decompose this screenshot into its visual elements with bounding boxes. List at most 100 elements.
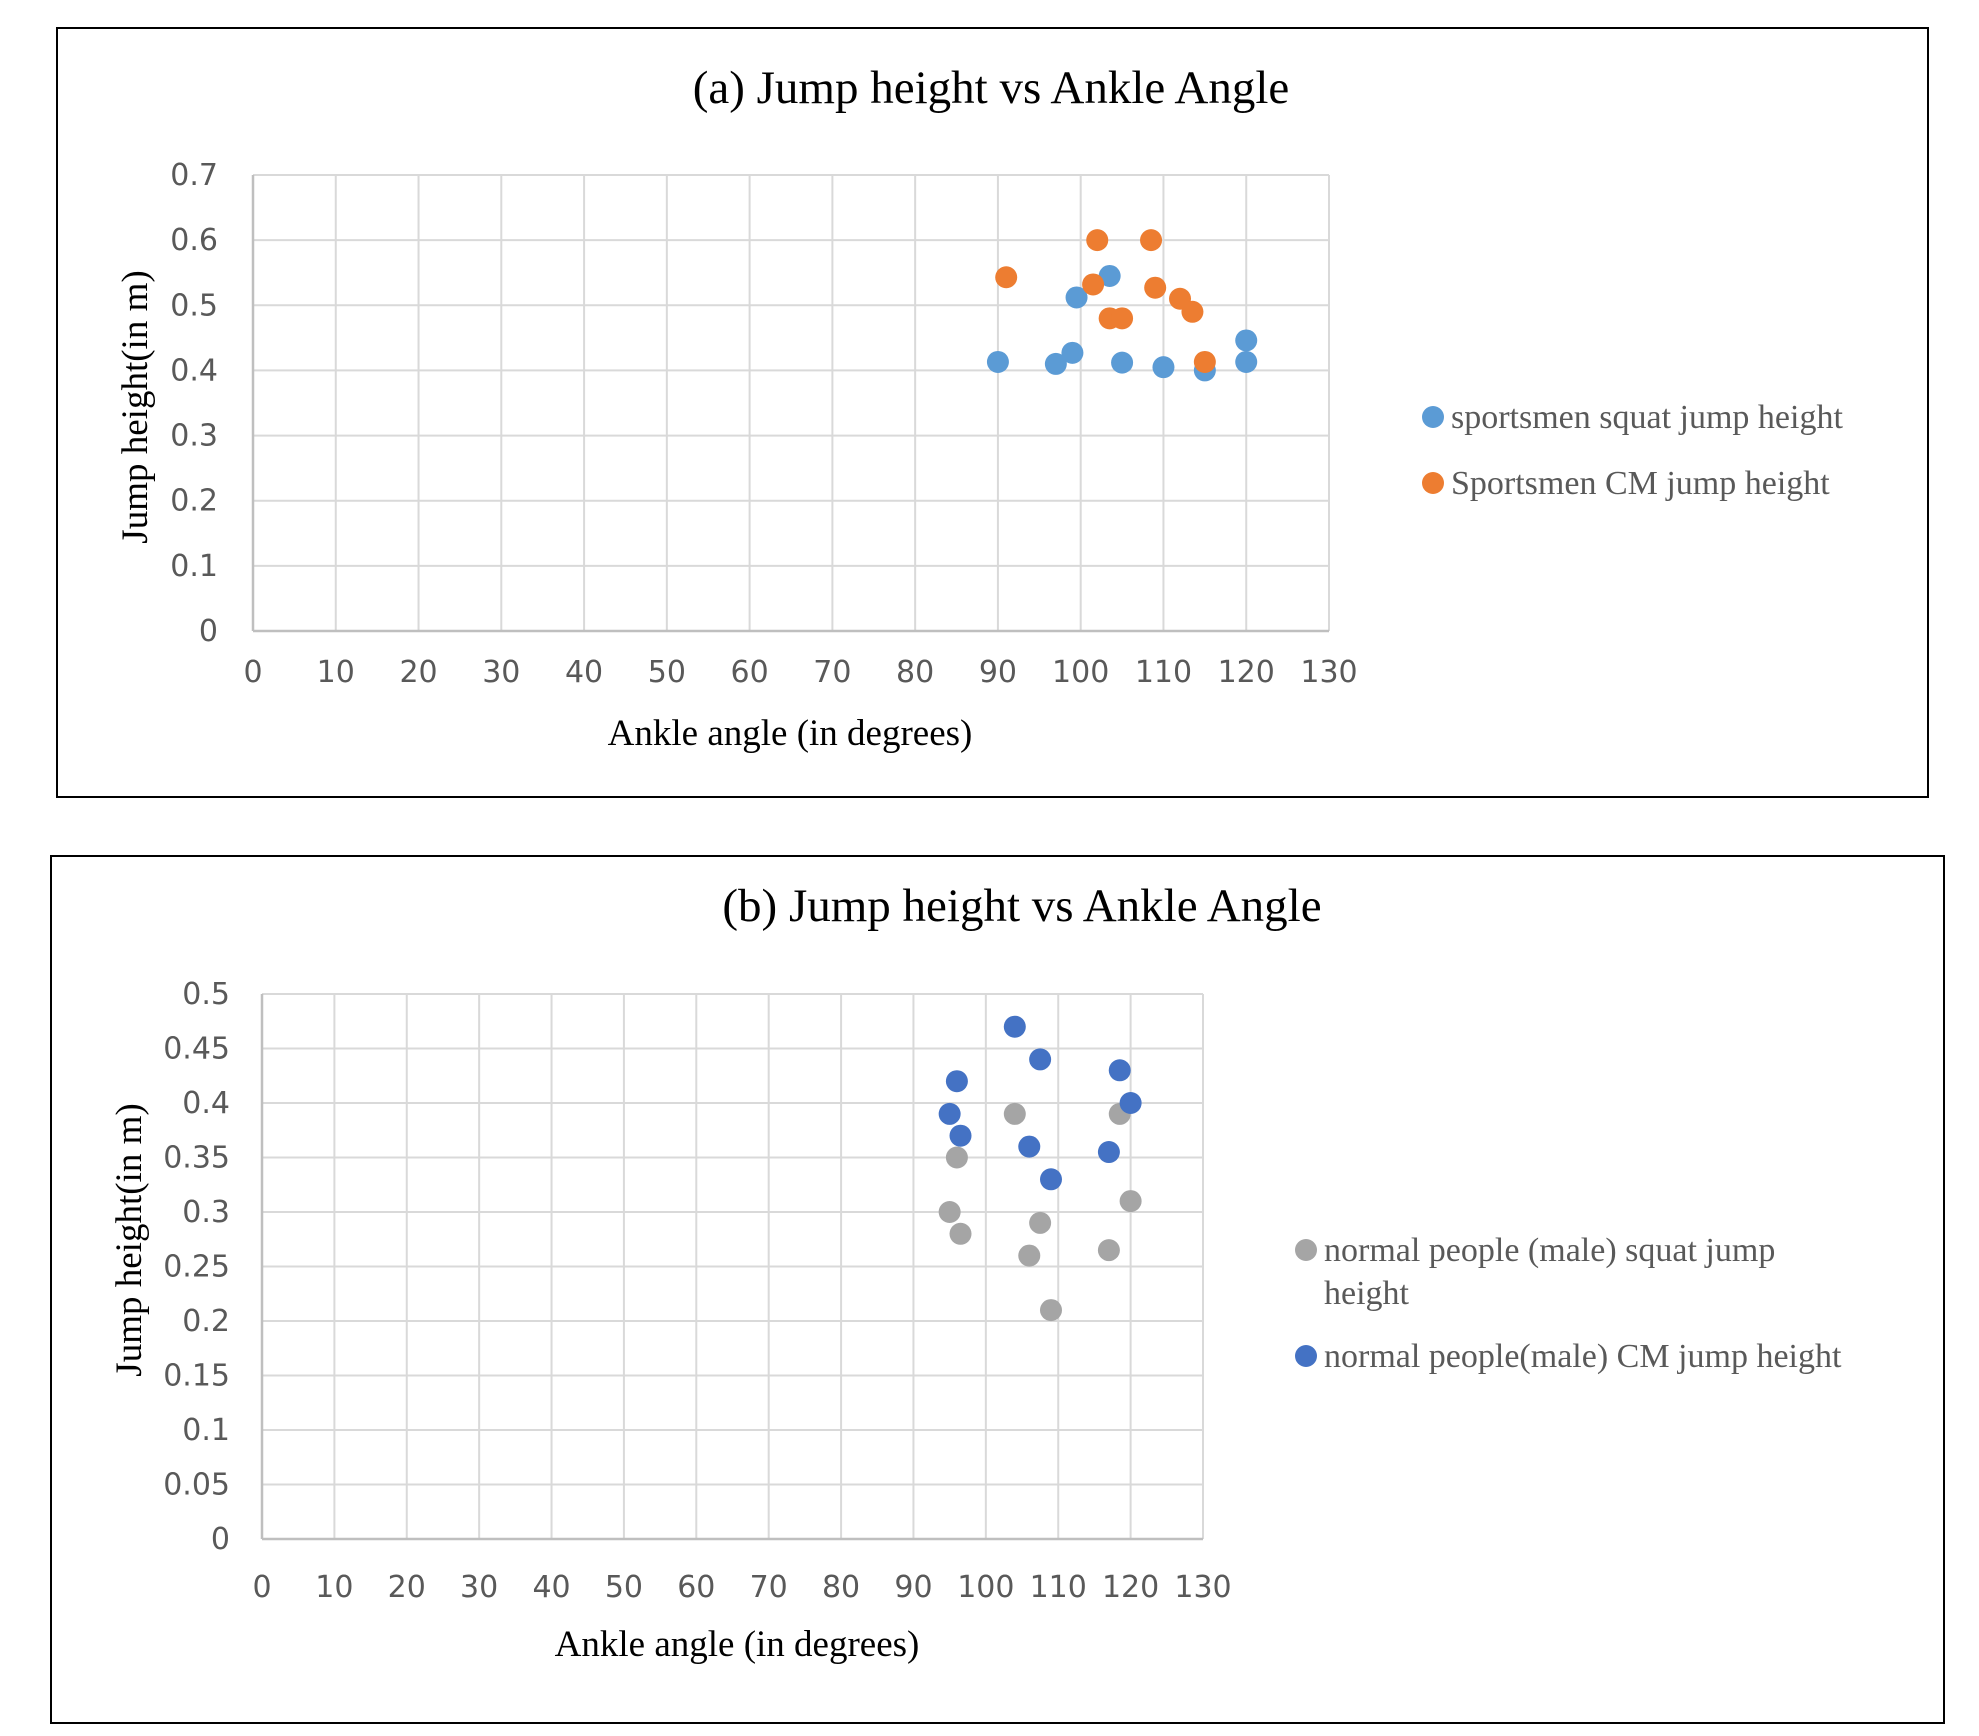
- data-point: [1144, 276, 1167, 299]
- x-tick-label: 30: [460, 1570, 498, 1605]
- x-tick-label: 120: [1218, 655, 1275, 690]
- legend-label: Sportsmen CM jump height: [1451, 465, 1830, 502]
- y-tick-label: 0.15: [163, 1359, 230, 1394]
- y-tick-label: 0.5: [182, 977, 230, 1012]
- data-point: [938, 1201, 961, 1223]
- plot-area: 0 10 20 30 40 50 60 70 80 90 100 110 120 130 0 0.05 0.1 0…: [163, 977, 1231, 1605]
- x-tick-label: 130: [1300, 655, 1357, 690]
- scatter-chart-b: (b) Jump height vs Ankle Angle Ankle ang…: [109, 880, 1842, 1665]
- x-tick-label: 0: [252, 1570, 271, 1605]
- series-1: [938, 1102, 1142, 1322]
- legend-label: height: [1324, 1275, 1410, 1312]
- x-tick-label: 20: [399, 655, 437, 690]
- y-tick-label: 0: [211, 1522, 230, 1557]
- x-tick-label: 90: [979, 655, 1017, 690]
- x-tick-label: 10: [317, 655, 355, 690]
- data-point: [1029, 1048, 1052, 1071]
- data-point: [1119, 1190, 1142, 1213]
- scatter-chart-a: (a) Jump height vs Ankle Angle Ankle ang…: [115, 62, 1843, 754]
- x-axis-title: Ankle angle (in degrees): [555, 1624, 920, 1665]
- y-tick-label: 0.5: [170, 288, 218, 323]
- plot-area: 0 10 20 30 40 50 60 70 80 90 100 110 120 130 0 0.1 0.2 0.…: [170, 158, 1357, 690]
- data-point: [945, 1146, 968, 1169]
- y-tick-label: 0.3: [170, 419, 218, 454]
- data-point: [1039, 1168, 1062, 1191]
- x-tick-label: 100: [957, 1570, 1014, 1605]
- x-tick-label: 100: [1052, 655, 1109, 690]
- y-tick-label: 0.1: [182, 1413, 230, 1448]
- x-tick-label: 120: [1102, 1570, 1159, 1605]
- data-point: [1065, 286, 1088, 309]
- data-point: [1235, 329, 1258, 352]
- data-point: [1111, 351, 1134, 374]
- y-tick-label: 0.7: [170, 158, 218, 193]
- y-tick-label: 0.2: [182, 1304, 230, 1339]
- chart-title: (a) Jump height vs Ankle Angle: [693, 62, 1290, 114]
- data-point: [1039, 1299, 1062, 1322]
- y-tick-label: 0.45: [163, 1032, 230, 1067]
- data-point: [1119, 1092, 1142, 1114]
- legend-marker: [1422, 406, 1444, 428]
- x-tick-label: 60: [677, 1570, 715, 1605]
- y-axis-title: Jump height(in m): [115, 270, 156, 543]
- x-tick-label: 0: [243, 655, 262, 690]
- y-tick-label: 0: [199, 614, 218, 649]
- x-tick-label: 10: [315, 1570, 353, 1605]
- x-tick-label: 110: [1030, 1570, 1087, 1605]
- x-tick-label: 60: [731, 655, 769, 690]
- data-point: [938, 1102, 961, 1125]
- y-tick-label: 0.05: [163, 1468, 230, 1503]
- y-tick-label: 0.25: [163, 1250, 230, 1285]
- y-tick-label: 0.2: [170, 484, 218, 519]
- chart-title: (b) Jump height vs Ankle Angle: [722, 880, 1321, 932]
- data-point: [1061, 341, 1084, 364]
- legend-marker: [1422, 472, 1444, 494]
- data-point: [949, 1124, 972, 1147]
- x-tick-label: 90: [894, 1570, 932, 1605]
- y-tick-label: 0.4: [182, 1086, 230, 1121]
- data-point: [949, 1222, 972, 1245]
- y-axis-title: Jump height(in m): [109, 1103, 150, 1376]
- x-axis-title: Ankle angle (in degrees): [608, 713, 973, 754]
- x-tick-label: 30: [482, 655, 520, 690]
- legend-item: Sportsmen CM jump height: [1422, 465, 1830, 502]
- legend: normal people (male) squat jumpheightnor…: [1295, 1232, 1842, 1375]
- data-point: [1044, 352, 1067, 375]
- data-point: [986, 350, 1009, 373]
- x-tick-label: 130: [1174, 1570, 1231, 1605]
- data-point: [1098, 264, 1121, 287]
- x-tick-label: 70: [813, 655, 851, 690]
- chart-panel-a: (a) Jump height vs Ankle Angle Ankle ang…: [56, 27, 1929, 798]
- data-point: [1082, 273, 1105, 296]
- legend-label: normal people (male) squat jump: [1324, 1232, 1775, 1269]
- data-point: [995, 266, 1018, 289]
- x-tick-label: 40: [532, 1570, 570, 1605]
- data-point: [1018, 1244, 1041, 1267]
- x-tick-label: 50: [648, 655, 686, 690]
- data-point: [1003, 1015, 1026, 1038]
- x-tick-label: 80: [822, 1570, 860, 1605]
- legend-label: sportsmen squat jump height: [1451, 399, 1843, 436]
- y-tick-label: 0.6: [170, 223, 218, 258]
- data-point: [1097, 1239, 1120, 1262]
- data-point: [1193, 350, 1216, 373]
- legend-item: sportsmen squat jump height: [1422, 399, 1843, 436]
- data-point: [1003, 1102, 1026, 1125]
- legend-item: normal people (male) squat jump height: [1295, 1232, 1775, 1312]
- data-point: [1181, 300, 1204, 323]
- legend-item: normal people(male) CM jump height: [1295, 1338, 1842, 1375]
- chart-panel-b: (b) Jump height vs Ankle Angle Ankle ang…: [50, 855, 1945, 1724]
- legend: sportsmen squat jump height Sportsmen CM …: [1422, 399, 1843, 502]
- data-point: [1029, 1211, 1052, 1234]
- y-tick-label: 0.3: [182, 1195, 230, 1230]
- data-point: [1086, 229, 1109, 252]
- series-2: [938, 1015, 1142, 1191]
- x-tick-label: 20: [388, 1570, 426, 1605]
- series-2: [995, 229, 1216, 373]
- legend-label: normal people(male) CM jump height: [1324, 1338, 1842, 1375]
- y-tick-label: 0.35: [163, 1141, 230, 1176]
- y-tick-label: 0.4: [170, 353, 218, 388]
- x-tick-label: 70: [750, 1570, 788, 1605]
- data-point: [1235, 350, 1258, 373]
- data-point: [1108, 1059, 1131, 1082]
